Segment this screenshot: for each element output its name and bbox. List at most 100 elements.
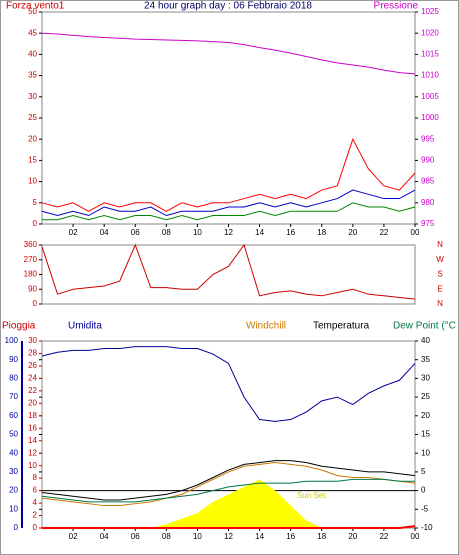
y2-tick-label: 1025 xyxy=(421,7,439,16)
x-tick-label: 12 xyxy=(224,532,233,541)
y-tick-label: 80 xyxy=(9,374,18,383)
y-tick-label: 50 xyxy=(28,7,37,16)
y2-tick-label: 30 xyxy=(421,374,430,383)
direction-label: N xyxy=(437,240,443,249)
direction-label: E xyxy=(437,284,442,293)
y3-tick-label: 26 xyxy=(28,361,37,370)
y-tick-label: 45 xyxy=(28,28,37,37)
y-tick-label: 60 xyxy=(9,411,18,420)
y3-tick-label: 18 xyxy=(28,411,37,420)
x-tick-label: 22 xyxy=(379,532,388,541)
y2-tick-label: 1005 xyxy=(421,92,439,101)
y2-tick-label: 5 xyxy=(421,467,426,476)
y2-tick-label: 975 xyxy=(421,219,435,228)
y-tick-label: 25 xyxy=(28,113,37,122)
x-tick-label: 06 xyxy=(131,228,140,237)
y-tick-label: 20 xyxy=(9,486,18,495)
x-tick-label: 00 xyxy=(411,532,420,541)
y-tick-label: 0 xyxy=(33,299,38,308)
x-tick-label: 14 xyxy=(255,228,264,237)
x-tick-label: 20 xyxy=(348,228,357,237)
y-tick-label: 0 xyxy=(33,219,38,228)
left-label: Forza vento1 xyxy=(6,1,65,12)
annotation: Sun Set xyxy=(297,491,326,500)
series-line xyxy=(41,32,416,75)
x-tick-label: 16 xyxy=(286,228,295,237)
x-tick-label: 02 xyxy=(69,228,78,237)
y2-tick-label: 1015 xyxy=(421,50,439,59)
y2-tick-label: 990 xyxy=(421,156,435,165)
y-tick-label: 40 xyxy=(9,448,18,457)
x-tick-label: 04 xyxy=(100,228,109,237)
x-tick-label: 22 xyxy=(379,228,388,237)
x-tick-label: 08 xyxy=(162,532,171,541)
series-line xyxy=(41,189,416,217)
y-tick-label: 50 xyxy=(9,430,18,439)
legend-label: Windchill xyxy=(246,321,286,332)
chart-title: 24 hour graph day : 06 Febbraio 2018 xyxy=(144,1,312,12)
x-tick-label: 18 xyxy=(317,532,326,541)
y-tick-label: 15 xyxy=(28,156,37,165)
y3-tick-label: 16 xyxy=(28,423,37,432)
y3-tick-label: 12 xyxy=(28,448,37,457)
series-area xyxy=(42,479,415,528)
x-tick-label: 14 xyxy=(255,532,264,541)
y-tick-label: 70 xyxy=(9,392,18,401)
y3-tick-label: 28 xyxy=(28,349,37,358)
y2-tick-label: 10 xyxy=(421,448,430,457)
y3-tick-label: 30 xyxy=(28,336,37,345)
y3-tick-label: 6 xyxy=(33,486,38,495)
y2-tick-label: 995 xyxy=(421,134,435,143)
y2-tick-label: 985 xyxy=(421,177,435,186)
series-line xyxy=(41,243,416,300)
x-tick-label: 12 xyxy=(224,228,233,237)
y3-tick-label: 22 xyxy=(28,386,37,395)
x-tick-label: 10 xyxy=(193,532,202,541)
series-line xyxy=(41,462,416,507)
x-tick-label: 18 xyxy=(317,228,326,237)
y-tick-label: 270 xyxy=(24,255,38,264)
y3-tick-label: 4 xyxy=(33,498,38,507)
y-tick-label: 0 xyxy=(14,523,19,532)
y-tick-label: 35 xyxy=(28,71,37,80)
legend-label: Pioggia xyxy=(2,321,36,332)
series-line xyxy=(42,202,416,221)
series-line xyxy=(41,346,416,422)
y3-tick-label: 24 xyxy=(28,374,37,383)
y-tick-label: 10 xyxy=(9,504,18,513)
x-tick-label: 04 xyxy=(100,532,109,541)
y2-tick-label: 0 xyxy=(421,486,426,495)
x-tick-label: 20 xyxy=(348,532,357,541)
y-tick-label: 30 xyxy=(28,92,37,101)
y-tick-label: 5 xyxy=(33,198,38,207)
legend-label: Umidita xyxy=(68,321,102,332)
y-tick-label: 90 xyxy=(9,355,18,364)
y-tick-label: 40 xyxy=(28,50,37,59)
y-tick-label: 20 xyxy=(28,134,37,143)
x-tick-label: 00 xyxy=(411,228,420,237)
y2-tick-label: 15 xyxy=(421,430,430,439)
y2-tick-label: 980 xyxy=(421,198,435,207)
series-line xyxy=(41,478,415,503)
y-tick-label: 30 xyxy=(9,467,18,476)
y-tick-label: 100 xyxy=(5,336,19,345)
direction-label: S xyxy=(437,270,442,279)
y-tick-label: 180 xyxy=(24,270,38,279)
y2-tick-label: 1010 xyxy=(421,71,439,80)
y2-tick-label: 35 xyxy=(421,355,430,364)
series-line xyxy=(41,460,416,501)
right-label: Pressione xyxy=(374,1,419,12)
series-line xyxy=(42,525,416,529)
y-tick-label: 10 xyxy=(28,177,37,186)
y2-tick-label: 20 xyxy=(421,411,430,420)
legend-label: Temperatura xyxy=(313,321,370,332)
x-tick-label: 08 xyxy=(162,228,171,237)
y2-tick-label: -5 xyxy=(421,504,429,513)
x-tick-label: 02 xyxy=(69,532,78,541)
y2-tick-label: 40 xyxy=(421,336,430,345)
x-tick-label: 10 xyxy=(193,228,202,237)
y2-tick-label: 25 xyxy=(421,392,430,401)
direction-label: W xyxy=(436,255,444,264)
legend-label: Dew Point (°C xyxy=(393,321,456,332)
